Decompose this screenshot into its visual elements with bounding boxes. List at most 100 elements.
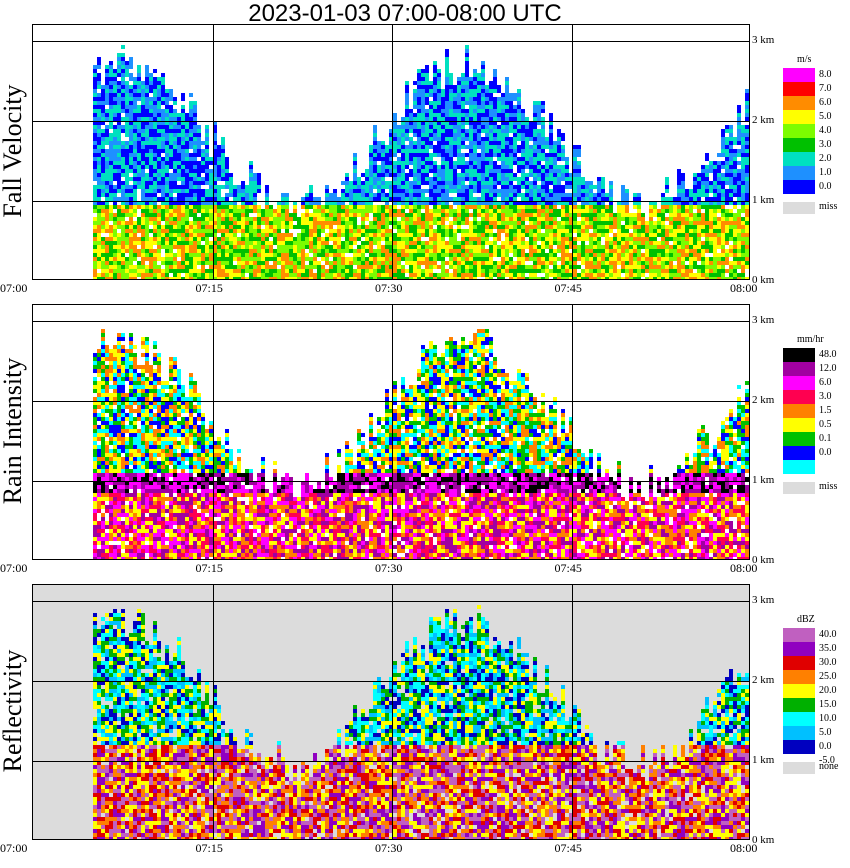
legend-level: 5.0 [819,111,832,122]
time-tick-label: 07:45 [554,281,582,295]
field-fall [93,45,749,279]
height-tick-label: 3 km [752,314,775,326]
height-tick-label: 0 km [752,834,775,846]
chart-title: 2023-01-03 07:00-08:00 UTC [248,0,562,27]
legend-swatch [783,348,815,362]
legend-swatch [783,698,815,712]
legend-missing-swatch [783,762,815,774]
legend-level: 0.0 [819,447,832,458]
time-tick-label: 07:30 [375,281,403,295]
legend-swatch [783,404,815,418]
time-tick-label: 08:00 [730,281,758,295]
legend-swatch [783,460,815,474]
legend-level: 12.0 [819,363,837,374]
legend-level: 8.0 [819,69,832,80]
time-tick-label: 07:15 [195,841,223,855]
gridline-height [33,121,749,122]
legend-swatch [783,432,815,446]
time-tick-label: 07:00 [0,841,28,855]
gridline-time [571,305,573,559]
gridline-time [392,585,393,839]
legend-swatch [783,68,815,82]
legend-swatch [783,726,815,740]
time-tick-label: 07:15 [195,281,223,295]
height-tick-label: 3 km [752,34,775,46]
legend-level: 6.0 [819,97,832,108]
legend-missing-label: none [819,761,839,772]
height-tick-label: 1 km [752,474,775,486]
legend-missing-label: miss [819,201,838,212]
panel-rain [32,304,750,560]
legend-unit: m/s [797,54,812,65]
time-tick-label: 07:45 [554,561,582,575]
time-tick-label: 07:15 [195,561,223,575]
legend-swatch [783,376,815,390]
legend-level: 25.0 [819,671,837,682]
legend-swatch [783,82,815,96]
legend-missing-label: miss [819,481,838,492]
legend-swatch [783,446,815,460]
time-tick-label: 07:00 [0,281,28,295]
time-tick-label: 08:00 [730,841,758,855]
gridline-height [33,601,749,602]
legend-swatch [783,418,815,432]
legend-level: 40.0 [819,629,837,640]
gridline-height [33,681,749,682]
gridline-time [212,25,214,279]
legend-level: 15.0 [819,699,837,710]
gridline-time [571,585,573,839]
panel-ylabel-rain: Rain Intensity [0,357,27,505]
legend-swatch [783,138,815,152]
panel-refl [32,584,750,840]
height-tick-label: 0 km [752,554,775,566]
legend-swatch [783,628,815,642]
legend-swatch [783,124,815,138]
legend-unit: mm/hr [797,334,824,345]
legend-level: -5.0 [819,755,835,766]
panel-fall [32,24,750,280]
time-tick-label: 07:45 [554,841,582,855]
legend-level: 48.0 [819,349,837,360]
legend-level: 1.5 [819,405,832,416]
legend-level: 30.0 [819,657,837,668]
legend-swatch [783,642,815,656]
legend-swatch [783,684,815,698]
legend-level: 2.0 [819,153,832,164]
legend-level: 1.0 [819,167,832,178]
legend-level: 4.0 [819,125,832,136]
legend-level: 3.0 [819,139,832,150]
time-tick-label: 07:00 [0,561,28,575]
legend-level: 0.1 [819,433,832,444]
legend-level: 5.0 [819,727,832,738]
legend-missing-swatch [783,202,815,214]
legend-level: 20.0 [819,685,837,696]
legend-swatch [783,390,815,404]
gridline-height [33,481,749,482]
legend-level: 0.0 [819,741,832,752]
height-tick-label: 3 km [752,594,775,606]
legend-swatch [783,712,815,726]
time-tick-label: 07:30 [375,841,403,855]
height-tick-label: 2 km [752,674,775,686]
panel-ylabel-refl: Reflectivity [0,649,27,773]
legend-swatch [783,670,815,684]
gridline-height [33,401,749,402]
legend-swatch [783,740,815,754]
gridline-height [33,321,749,322]
height-tick-label: 2 km [752,114,775,126]
time-tick-label: 07:30 [375,561,403,575]
height-tick-label: 2 km [752,394,775,406]
panel-ylabel-fall: Fall Velocity [0,84,27,218]
height-tick-label: 0 km [752,274,775,286]
gridline-time [571,25,573,279]
gridline-height [33,761,749,762]
legend-level: 7.0 [819,83,832,94]
height-tick-label: 1 km [752,754,775,766]
legend-swatch [783,180,815,194]
field-rain [93,329,749,559]
legend-swatch [783,362,815,376]
legend-swatch [783,166,815,180]
gridline-height [33,201,749,202]
legend-level: 3.0 [819,391,832,402]
legend-level: 10.0 [819,713,837,724]
